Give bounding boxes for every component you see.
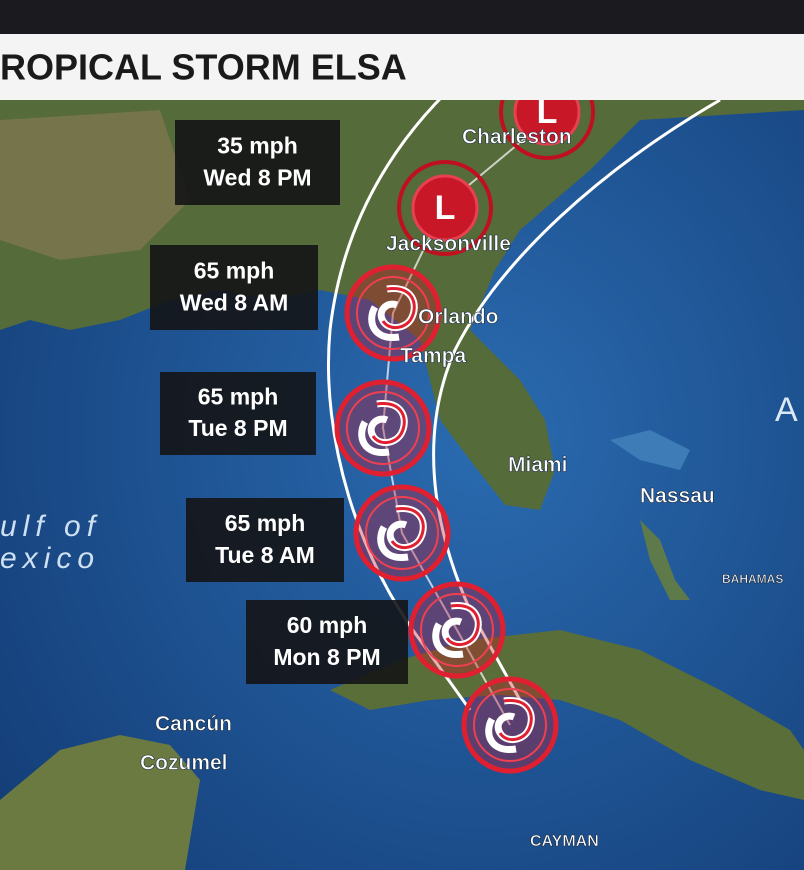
forecast-time: Wed 8 PM	[203, 165, 311, 191]
storm-icon	[356, 487, 448, 579]
place-labels: Charleston Jacksonville Orlando Tampa Mi…	[0, 125, 798, 850]
forecast-speed: 60 mph	[287, 612, 368, 638]
city-label: Cancún	[155, 713, 232, 736]
water-label: exico	[0, 542, 100, 575]
title-bar	[0, 34, 804, 100]
city-label: CAYMAN	[530, 833, 599, 850]
forecast-box	[160, 372, 316, 455]
title: ROPICAL STORM ELSA	[0, 47, 407, 88]
land-bahamas	[640, 520, 690, 600]
forecast-speed: 65 mph	[198, 384, 279, 410]
city-label: BAHAMAS	[722, 572, 783, 586]
forecast-time: Tue 8 AM	[215, 542, 315, 568]
forecast-speed: 65 mph	[194, 257, 275, 283]
city-label: Tampa	[400, 345, 466, 368]
city-label: Charleston	[462, 126, 572, 149]
city-label: Orlando	[418, 306, 499, 329]
land-relief	[0, 110, 190, 260]
forecast-time: Tue 8 PM	[188, 415, 287, 441]
storm-icon	[411, 584, 503, 676]
forecast-box	[150, 245, 318, 330]
forecast-box	[175, 120, 340, 205]
forecast-boxes: 35 mph Wed 8 PM 65 mph Wed 8 AM 65 mph Tue 8 …	[150, 120, 408, 684]
city-label: Cozumel	[140, 752, 228, 775]
city-label: Miami	[508, 454, 568, 477]
shallows	[610, 430, 690, 470]
top-strip	[0, 0, 804, 34]
edge-label: A	[775, 391, 798, 429]
forecast-box	[246, 600, 408, 684]
storm-icon	[337, 382, 429, 474]
land-yucatan	[0, 735, 200, 870]
forecast-speed: 35 mph	[217, 132, 298, 158]
forecast-time: Mon 8 PM	[273, 644, 380, 670]
city-label: Jacksonville	[386, 233, 511, 256]
storm-icon	[464, 679, 556, 771]
water-label: ulf of	[0, 510, 101, 543]
city-label: Nassau	[640, 485, 715, 508]
forecast-time: Wed 8 AM	[180, 290, 289, 316]
forecast-box	[186, 498, 344, 582]
forecast-speed: 65 mph	[225, 510, 306, 536]
